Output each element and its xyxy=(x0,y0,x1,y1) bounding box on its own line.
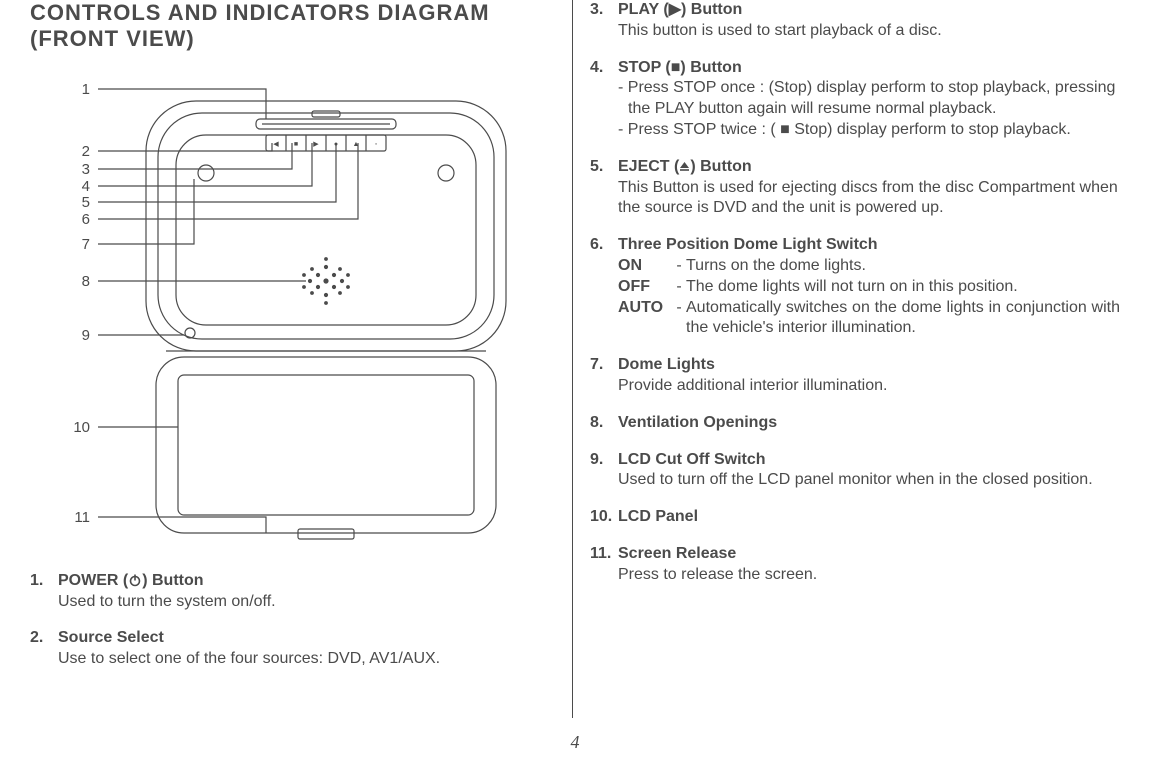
sub-val: Automatically switches on the dome light… xyxy=(686,298,1120,340)
item-number: 1. xyxy=(30,571,58,613)
sub-dash: - xyxy=(672,256,686,277)
item-number: 10. xyxy=(590,507,618,528)
page-title: CONTROLS AND INDICATORS DIAGRAM (FRONT V… xyxy=(30,0,550,53)
sub-val: Turns on the dome lights. xyxy=(686,256,1120,277)
item-body: Press to release the screen. xyxy=(618,566,817,583)
item-number: 5. xyxy=(590,157,618,219)
sub-key: ON xyxy=(618,256,672,277)
item-5: 5. EJECT () Button This Button is used f… xyxy=(590,157,1120,219)
item-body: Used to turn the system on/off. xyxy=(58,593,276,610)
item-number: 7. xyxy=(590,355,618,397)
item-9: 9. LCD Cut Off Switch Used to turn off t… xyxy=(590,450,1120,492)
item-body-line: - Press STOP twice : ( ■ Stop) display p… xyxy=(618,120,1120,141)
manual-page: CONTROLS AND INDICATORS DIAGRAM (FRONT V… xyxy=(0,0,1150,761)
item-body: Use to select one of the four sources: D… xyxy=(58,649,550,670)
item-head: LCD Cut Off Switch xyxy=(618,451,766,468)
svg-text:◀: ◀ xyxy=(273,141,279,148)
item-8: 8. Ventilation Openings xyxy=(590,413,1120,434)
item-number: 4. xyxy=(590,58,618,141)
sub-list: ON - Turns on the dome lights. OFF - The… xyxy=(618,256,1120,339)
page-number: 4 xyxy=(0,732,1150,753)
sub-dash: - xyxy=(672,298,686,340)
svg-text:■: ■ xyxy=(294,141,298,148)
item-6: 6. Three Position Dome Light Switch ON -… xyxy=(590,235,1120,339)
title-line-1: CONTROLS AND INDICATORS DIAGRAM xyxy=(30,0,490,25)
sub-row: AUTO - Automatically switches on the dom… xyxy=(618,298,1120,340)
item-head: Screen Release xyxy=(618,545,736,562)
item-head: Dome Lights xyxy=(618,356,715,373)
svg-text:▲: ▲ xyxy=(353,141,360,148)
title-line-2: (FRONT VIEW) xyxy=(30,26,195,51)
device-diagram: 1 2 3 4 5 6 7 8 9 10 11 xyxy=(66,77,546,547)
item-head: LCD Panel xyxy=(618,508,698,525)
sub-val: The dome lights will not turn on in this… xyxy=(686,277,1120,298)
item-body: Used to turn off the LCD panel monitor w… xyxy=(618,471,1093,488)
sub-row: OFF - The dome lights will not turn on i… xyxy=(618,277,1120,298)
item-11: 11. Screen Release Press to release the … xyxy=(590,544,1120,586)
item-number: 6. xyxy=(590,235,618,339)
item-head: EJECT () Button xyxy=(618,158,752,175)
item-number: 11. xyxy=(590,544,618,586)
item-10: 10. LCD Panel xyxy=(590,507,1120,528)
item-number: 3. xyxy=(590,0,618,42)
right-column: 3. PLAY (▶) Button This button is used t… xyxy=(590,0,1120,602)
svg-text:◦: ◦ xyxy=(375,141,377,148)
item-number: 9. xyxy=(590,450,618,492)
diagram-svg: ◀ ■ ▶ ● ▲ ◦ xyxy=(66,77,546,547)
svg-text:●: ● xyxy=(334,141,338,148)
item-body: Provide additional interior illumination… xyxy=(618,377,887,394)
item-body-line: - Press STOP once : (Stop) display perfo… xyxy=(618,78,1120,120)
item-7: 7. Dome Lights Provide additional interi… xyxy=(590,355,1120,397)
item-4: 4. STOP (■) Button - Press STOP once : (… xyxy=(590,58,1120,141)
item-head: PLAY (▶) Button xyxy=(618,1,742,18)
power-icon xyxy=(128,573,142,587)
column-divider xyxy=(572,0,573,718)
sub-key: AUTO xyxy=(618,298,672,340)
sub-row: ON - Turns on the dome lights. xyxy=(618,256,1120,277)
right-list: 3. PLAY (▶) Button This button is used t… xyxy=(590,0,1120,586)
item-head: STOP (■) Button xyxy=(618,59,742,76)
item-number: 2. xyxy=(30,628,58,670)
eject-icon xyxy=(679,161,690,172)
item-body: This button is used to start playback of… xyxy=(618,22,942,39)
item-1: 1. POWER () Button Used to turn the syst… xyxy=(30,571,550,613)
left-list: 1. POWER () Button Used to turn the syst… xyxy=(30,571,550,670)
item-2: 2. Source Select Use to select one of th… xyxy=(30,628,550,670)
item-number: 8. xyxy=(590,413,618,434)
item-head: Three Position Dome Light Switch xyxy=(618,236,878,253)
item-body: This Button is used for ejecting discs f… xyxy=(618,179,1118,217)
item-head: POWER () Button xyxy=(58,572,204,589)
svg-text:▶: ▶ xyxy=(313,141,319,148)
sub-dash: - xyxy=(672,277,686,298)
item-3: 3. PLAY (▶) Button This button is used t… xyxy=(590,0,1120,42)
left-column: CONTROLS AND INDICATORS DIAGRAM (FRONT V… xyxy=(30,0,550,686)
item-head: Ventilation Openings xyxy=(618,414,777,431)
sub-key: OFF xyxy=(618,277,672,298)
item-head: Source Select xyxy=(58,629,164,646)
